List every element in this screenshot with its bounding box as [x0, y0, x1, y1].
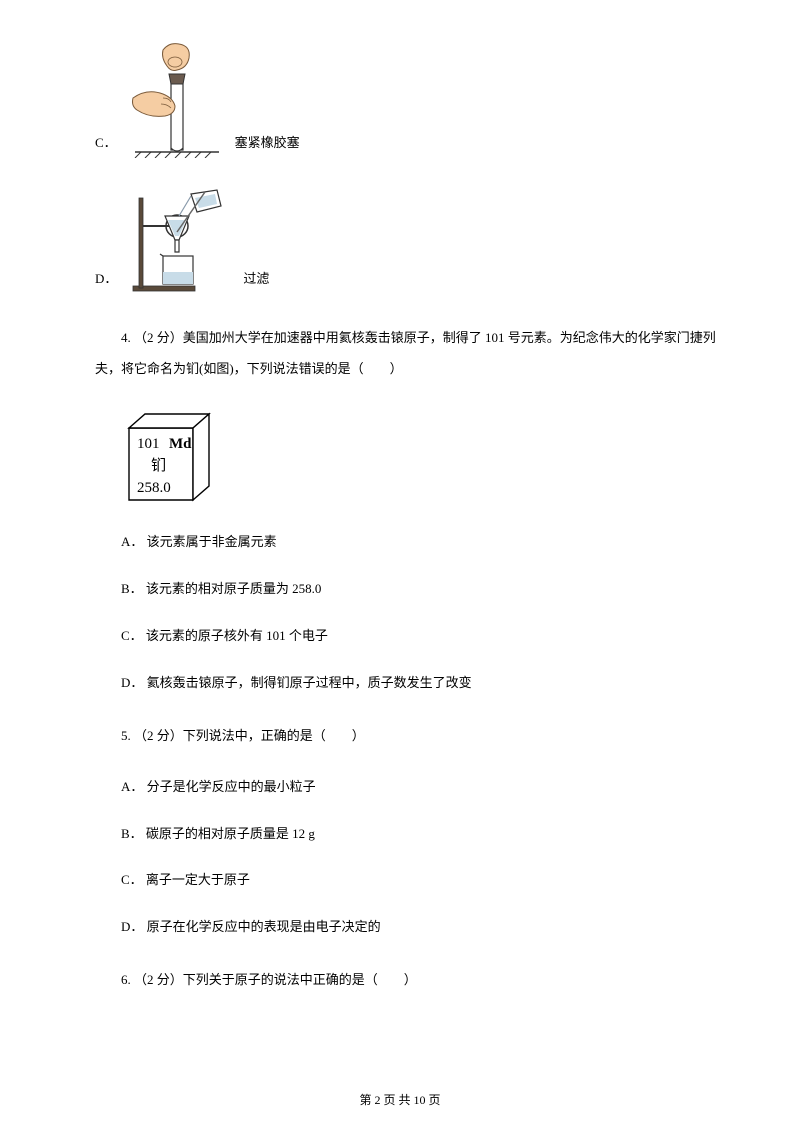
question-6-text: 6. （2 分）下列关于原子的说法中正确的是（ ） — [95, 964, 720, 995]
option-d-row: D． 过滤 — [95, 186, 720, 294]
question-4-text: 4. （2 分）美国加州大学在加速器中用氦核轰击锿原子，制得了 101 号元素。… — [95, 322, 720, 384]
q5-choice-c: C． 离子一定大于原子 — [95, 870, 720, 891]
element-name: 钔 — [151, 457, 166, 474]
element-cube: 101 Md 钔 258.0 — [125, 410, 720, 504]
element-symbol: Md — [169, 436, 192, 452]
filtration-diagram — [127, 186, 235, 294]
option-c-row: C． 塞紧橡胶塞 — [95, 40, 720, 158]
q5-choice-d: D． 原子在化学反应中的表现是由电子决定的 — [95, 917, 720, 938]
option-c-letter: C． — [95, 133, 117, 158]
stopper-diagram — [127, 40, 227, 158]
q5-choice-a: A． 分子是化学反应中的最小粒子 — [95, 777, 720, 798]
q4-choice-d: D． 氦核轰击锿原子，制得钔原子过程中，质子数发生了改变 — [95, 673, 720, 694]
q4-choice-b: B． 该元素的相对原子质量为 258.0 — [95, 579, 720, 600]
option-c-caption: 塞紧橡胶塞 — [235, 133, 300, 158]
q4-choice-a: A． 该元素属于非金属元素 — [95, 532, 720, 553]
option-d-letter: D． — [95, 269, 117, 294]
q5-choice-b: B． 碳原子的相对原子质量是 12 g — [95, 824, 720, 845]
option-d-caption: 过滤 — [243, 269, 269, 294]
page-footer: 第 2 页 共 10 页 — [0, 1091, 800, 1110]
element-number: 101 — [137, 436, 160, 452]
q4-choice-c: C． 该元素的原子核外有 101 个电子 — [95, 626, 720, 647]
element-mass: 258.0 — [137, 480, 171, 496]
question-5-text: 5. （2 分）下列说法中，正确的是（ ） — [95, 720, 720, 751]
